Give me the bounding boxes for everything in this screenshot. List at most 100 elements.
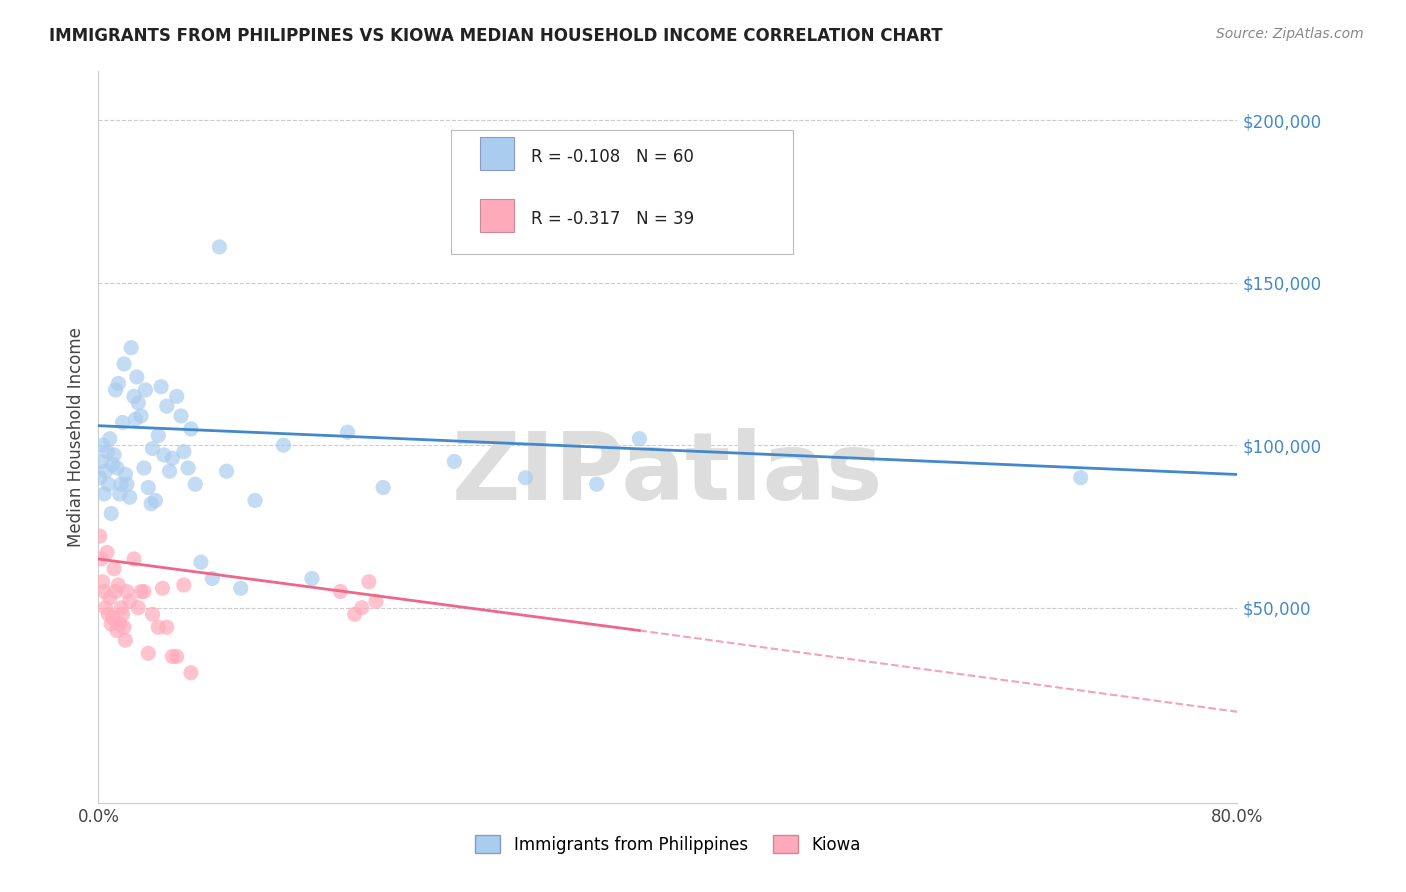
Point [152, 581, 174, 595]
Point [177, 461, 200, 475]
Point [110, 477, 132, 491]
Point [94, 600, 117, 615]
Point [180, 422, 202, 436]
Point [148, 620, 170, 634]
Text: Source: ZipAtlas.com: Source: ZipAtlas.com [1216, 27, 1364, 41]
Point [141, 442, 163, 456]
Point [129, 584, 152, 599]
Point [136, 646, 159, 660]
Point [100, 617, 122, 632]
Point [127, 396, 149, 410]
Point [104, 584, 127, 599]
Point [166, 649, 188, 664]
Point [156, 399, 179, 413]
Point [96, 545, 118, 559]
Point [443, 454, 465, 468]
Point [108, 617, 131, 632]
Point [139, 497, 162, 511]
Point [100, 507, 122, 521]
Point [184, 477, 207, 491]
Point [329, 584, 352, 599]
Point [515, 471, 537, 485]
Text: R = -0.108   N = 60: R = -0.108 N = 60 [531, 148, 695, 166]
Point [94, 464, 117, 478]
Point [173, 578, 195, 592]
Point [148, 428, 170, 442]
Point [114, 633, 136, 648]
Point [364, 594, 387, 608]
Point [118, 594, 141, 608]
Point [97, 477, 120, 491]
Point [98, 591, 121, 605]
Point [125, 370, 148, 384]
Point [156, 620, 179, 634]
Point [90, 454, 112, 468]
Point [132, 461, 155, 475]
Point [96, 444, 118, 458]
Point [110, 600, 132, 615]
Text: R = -0.317   N = 39: R = -0.317 N = 39 [531, 211, 695, 228]
Point [208, 240, 231, 254]
Point [628, 432, 651, 446]
Point [229, 581, 252, 595]
Y-axis label: Median Household Income: Median Household Income [66, 327, 84, 547]
Point [103, 562, 125, 576]
Point [273, 438, 295, 452]
Point [111, 607, 134, 622]
Point [301, 572, 323, 586]
Point [122, 389, 145, 403]
Point [98, 432, 121, 446]
Point [243, 493, 266, 508]
Point [115, 477, 138, 491]
Point [350, 600, 373, 615]
Point [103, 448, 125, 462]
Point [105, 624, 128, 638]
Point [132, 584, 155, 599]
Point [129, 409, 152, 423]
Point [114, 467, 136, 482]
Point [343, 607, 366, 622]
Point [89, 529, 111, 543]
Point [108, 487, 131, 501]
Point [162, 649, 184, 664]
Point [150, 380, 173, 394]
Point [153, 448, 176, 462]
Point [122, 552, 145, 566]
Point [107, 376, 129, 391]
Point [373, 480, 395, 494]
Point [124, 412, 146, 426]
Point [159, 464, 181, 478]
Point [101, 610, 124, 624]
Point [170, 409, 193, 423]
Point [101, 458, 124, 472]
Point [585, 477, 607, 491]
Point [180, 665, 202, 680]
Legend: Immigrants from Philippines, Kiowa: Immigrants from Philippines, Kiowa [468, 829, 868, 860]
Point [136, 480, 159, 494]
Point [145, 493, 167, 508]
Point [162, 451, 184, 466]
Point [201, 572, 224, 586]
Bar [479, 137, 515, 170]
Point [112, 620, 135, 634]
Point [141, 607, 163, 622]
Point [115, 584, 138, 599]
Point [166, 389, 188, 403]
Text: ZIPatlas: ZIPatlas [453, 427, 883, 520]
Point [173, 444, 195, 458]
Point [215, 464, 238, 478]
Point [97, 607, 120, 622]
Point [91, 574, 114, 589]
Point [118, 490, 141, 504]
Point [134, 383, 156, 397]
Text: IMMIGRANTS FROM PHILIPPINES VS KIOWA MEDIAN HOUSEHOLD INCOME CORRELATION CHART: IMMIGRANTS FROM PHILIPPINES VS KIOWA MED… [49, 27, 943, 45]
Point [111, 416, 134, 430]
Point [190, 555, 212, 569]
Point [112, 357, 135, 371]
Point [93, 584, 115, 599]
Point [357, 574, 380, 589]
Point [90, 552, 112, 566]
Point [107, 578, 129, 592]
Point [105, 461, 128, 475]
Point [127, 600, 149, 615]
